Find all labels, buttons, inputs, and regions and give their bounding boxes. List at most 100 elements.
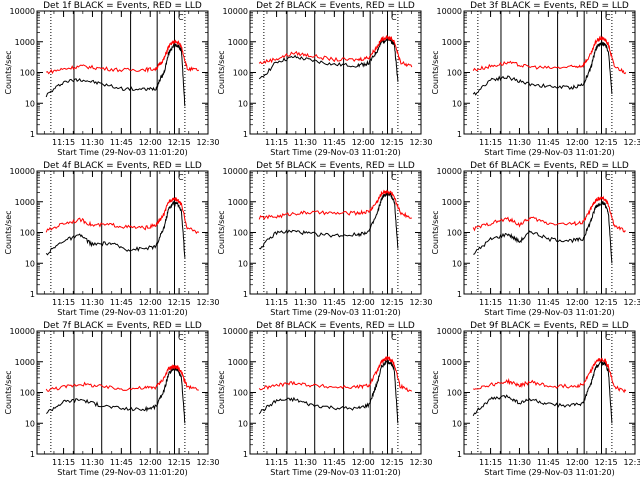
x-tick-label: 11:45 [323, 138, 346, 147]
y-tick-label: 1000 [228, 358, 248, 367]
x-tick-label: 11:15 [479, 458, 502, 467]
series-line-black [472, 359, 613, 424]
panel-1: Det 1f BLACK = Events, RED = LLD 1 10 100 10… [4, 1, 220, 157]
x-tick-label: 12:00 [139, 458, 162, 467]
plot-frame [463, 10, 636, 135]
panel-9: Det 9f BLACK = Events, RED = LLD 1 10 100 10… [431, 321, 640, 477]
x-tick-label: 12:30 [409, 458, 432, 467]
x-tick-label: 12:00 [566, 458, 589, 467]
y-tick-label: 100 [20, 229, 35, 238]
y-tick-label: 10000 [437, 7, 462, 16]
y-tick-label: 1 [30, 290, 35, 299]
x-tick-label: 12:15 [595, 298, 618, 307]
x-tick-label: 12:30 [623, 298, 640, 307]
x-tick-label: 11:15 [52, 458, 75, 467]
x-tick-label: 12:30 [196, 458, 219, 467]
panel-3: Det 3f BLACK = Events, RED = LLD 1 10 100 10… [431, 1, 640, 157]
y-tick-label: 1 [243, 290, 248, 299]
y-tick-label: 100 [447, 69, 462, 78]
attenuator-marker: C [178, 333, 184, 342]
y-tick-label: 10 [238, 99, 248, 108]
x-tick-label: 12:00 [566, 138, 589, 147]
x-tick-label: 11:45 [323, 298, 346, 307]
x-axis-label: Start Time (29-Nov-03 11:01:20) [57, 308, 187, 317]
y-tick-label: 1 [457, 450, 462, 459]
y-tick-label: 1 [457, 290, 462, 299]
x-tick-label: 12:30 [623, 458, 640, 467]
series-line-red [46, 39, 200, 75]
x-axis-label: Start Time (29-Nov-03 11:01:20) [484, 148, 614, 157]
x-tick-label: 12:15 [381, 458, 404, 467]
x-tick-label: 11:15 [52, 138, 75, 147]
series-line-black [258, 36, 399, 82]
x-axis-label: Start Time (29-Nov-03 11:01:20) [57, 148, 187, 157]
x-tick-label: 12:30 [196, 138, 219, 147]
y-axis-label: Counts/sec [431, 370, 440, 414]
x-tick-label: 11:30 [294, 458, 317, 467]
x-tick-label: 12:30 [409, 138, 432, 147]
y-tick-label: 100 [20, 389, 35, 398]
x-tick-label: 12:15 [381, 298, 404, 307]
y-tick-label: 1000 [15, 38, 35, 47]
x-tick-label: 11:30 [508, 458, 531, 467]
y-axis-label: Counts/sec [4, 370, 13, 414]
panel-7: Det 7f BLACK = Events, RED = LLD 1 10 100 10… [4, 321, 220, 477]
x-tick-label: 11:15 [265, 458, 288, 467]
y-tick-label: 10 [238, 419, 248, 428]
x-axis-label: Start Time (29-Nov-03 11:01:20) [57, 468, 187, 477]
y-tick-label: 10000 [10, 7, 35, 16]
panel-8: Det 8f BLACK = Events, RED = LLD 1 10 100 10… [217, 321, 433, 477]
y-tick-label: 100 [20, 69, 35, 78]
x-tick-label: 11:30 [294, 298, 317, 307]
x-axis-label: Start Time (29-Nov-03 11:01:20) [484, 308, 614, 317]
y-axis-label: Counts/sec [217, 50, 226, 94]
x-tick-label: 12:15 [168, 458, 191, 467]
series-line-black [472, 41, 613, 96]
series-line-red [258, 355, 413, 392]
y-tick-label: 1000 [228, 198, 248, 207]
y-axis-label: Counts/sec [4, 210, 13, 254]
plot-frame [249, 10, 422, 135]
x-tick-label: 11:15 [52, 298, 75, 307]
panel-title: Det 6f BLACK = Events, RED = LLD [470, 161, 629, 171]
x-tick-label: 11:45 [110, 138, 133, 147]
x-tick-label: 11:30 [508, 298, 531, 307]
x-tick-label: 12:30 [409, 298, 432, 307]
x-tick-label: 11:45 [323, 458, 346, 467]
series-line-black [258, 359, 399, 424]
y-tick-label: 10000 [10, 167, 35, 176]
y-tick-label: 100 [233, 229, 248, 238]
x-tick-label: 12:00 [566, 298, 589, 307]
panel-title: Det 5f BLACK = Events, RED = LLD [256, 161, 415, 171]
x-tick-label: 12:00 [352, 138, 375, 147]
x-tick-label: 12:30 [623, 138, 640, 147]
y-tick-label: 10000 [437, 327, 462, 336]
y-tick-label: 1000 [15, 198, 35, 207]
x-tick-label: 11:30 [294, 138, 317, 147]
series-line-black [45, 200, 186, 258]
panel-title: Det 3f BLACK = Events, RED = LLD [470, 1, 629, 11]
x-tick-label: 12:15 [381, 138, 404, 147]
x-tick-label: 12:30 [196, 298, 219, 307]
attenuator-marker: C [391, 173, 397, 182]
y-tick-label: 1000 [442, 38, 462, 47]
x-tick-label: 11:45 [537, 298, 560, 307]
x-axis-label: Start Time (29-Nov-03 11:01:20) [270, 308, 400, 317]
x-axis-label: Start Time (29-Nov-03 11:01:20) [484, 468, 614, 477]
panel-title: Det 7f BLACK = Events, RED = LLD [43, 321, 202, 331]
x-tick-label: 11:15 [479, 298, 502, 307]
y-tick-label: 1 [457, 130, 462, 139]
x-tick-label: 12:00 [352, 458, 375, 467]
x-tick-label: 12:15 [595, 138, 618, 147]
series-line-black [473, 199, 613, 264]
x-tick-label: 11:30 [81, 458, 104, 467]
attenuator-marker: C [391, 333, 397, 342]
y-tick-label: 10 [25, 99, 35, 108]
attenuator-marker: C [178, 173, 184, 182]
y-tick-label: 10 [452, 259, 462, 268]
panel-6: Det 6f BLACK = Events, RED = LLD 1 10 100 10… [431, 161, 640, 317]
y-tick-label: 1000 [228, 38, 248, 47]
y-tick-label: 10 [25, 419, 35, 428]
series-line-red [473, 357, 627, 394]
x-tick-label: 12:00 [139, 298, 162, 307]
